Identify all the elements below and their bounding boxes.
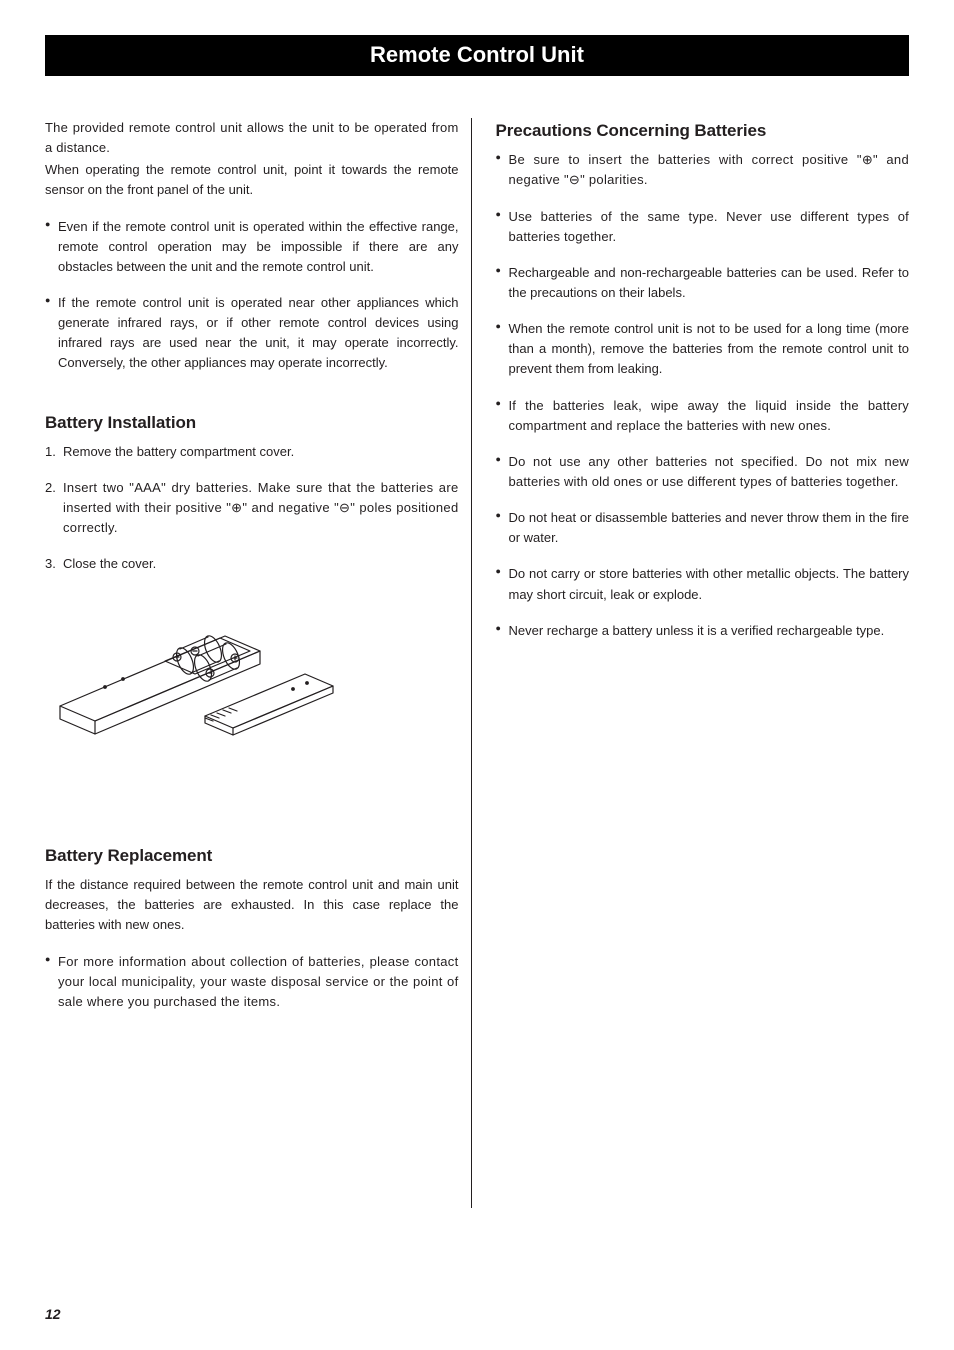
intro-bullets: Even if the remote control unit is opera… [45,217,459,374]
battery-replace-heading: Battery Replacement [45,843,459,869]
intro-bullet-1: Even if the remote control unit is opera… [58,217,459,277]
remote-battery-illustration [45,591,345,801]
battery-install-heading: Battery Installation [45,410,459,436]
right-column: Precautions Concerning Batteries Be sure… [496,118,910,1208]
left-column: The provided remote control unit allows … [45,118,459,1208]
replace-bullets: For more information about collection of… [45,952,459,1012]
page-number: 12 [45,1306,61,1322]
intro-bullet-2: If the remote control unit is operated n… [58,293,459,374]
precaution-4: When the remote control unit is not to b… [509,319,910,379]
install-steps: 1.Remove the battery compartment cover. … [45,442,459,575]
replace-bullet-1: For more information about collection of… [58,952,459,1012]
intro-block: The provided remote control unit allows … [45,118,459,201]
content-columns: The provided remote control unit allows … [45,118,909,1208]
install-step-1-text: Remove the battery compartment cover. [63,444,294,459]
precaution-2: Use batteries of the same type. Never us… [509,207,910,247]
intro-para-2: When operating the remote control unit, … [45,160,459,200]
install-step-3-text: Close the cover. [63,556,156,571]
install-step-3: 3.Close the cover. [63,554,459,574]
precaution-7: Do not heat or disassemble batteries and… [509,508,910,548]
precaution-6: Do not use any other batteries not speci… [509,452,910,492]
install-step-1: 1.Remove the battery compartment cover. [63,442,459,462]
column-divider [471,118,472,1208]
intro-para-1: The provided remote control unit allows … [45,118,459,158]
precaution-8: Do not carry or store batteries with oth… [509,564,910,604]
page-title-bar: Remote Control Unit [45,35,909,76]
battery-install-section: Battery Installation 1.Remove the batter… [45,410,459,575]
battery-replace-section: Battery Replacement If the distance requ… [45,843,459,1012]
install-step-2-text: Insert two "AAA" dry batteries. Make sur… [63,480,459,535]
replace-para: If the distance required between the rem… [45,875,459,935]
precautions-heading: Precautions Concerning Batteries [496,118,910,144]
precaution-3: Rechargeable and non-rechargeable batter… [509,263,910,303]
page-title: Remote Control Unit [370,42,584,67]
precaution-9: Never recharge a battery unless it is a … [509,621,910,641]
precaution-1: Be sure to insert the batteries with cor… [509,150,910,190]
precautions-bullets: Be sure to insert the batteries with cor… [496,150,910,641]
remote-diagram [45,591,459,807]
install-step-2: 2.Insert two "AAA" dry batteries. Make s… [63,478,459,538]
precaution-5: If the batteries leak, wipe away the liq… [509,396,910,436]
